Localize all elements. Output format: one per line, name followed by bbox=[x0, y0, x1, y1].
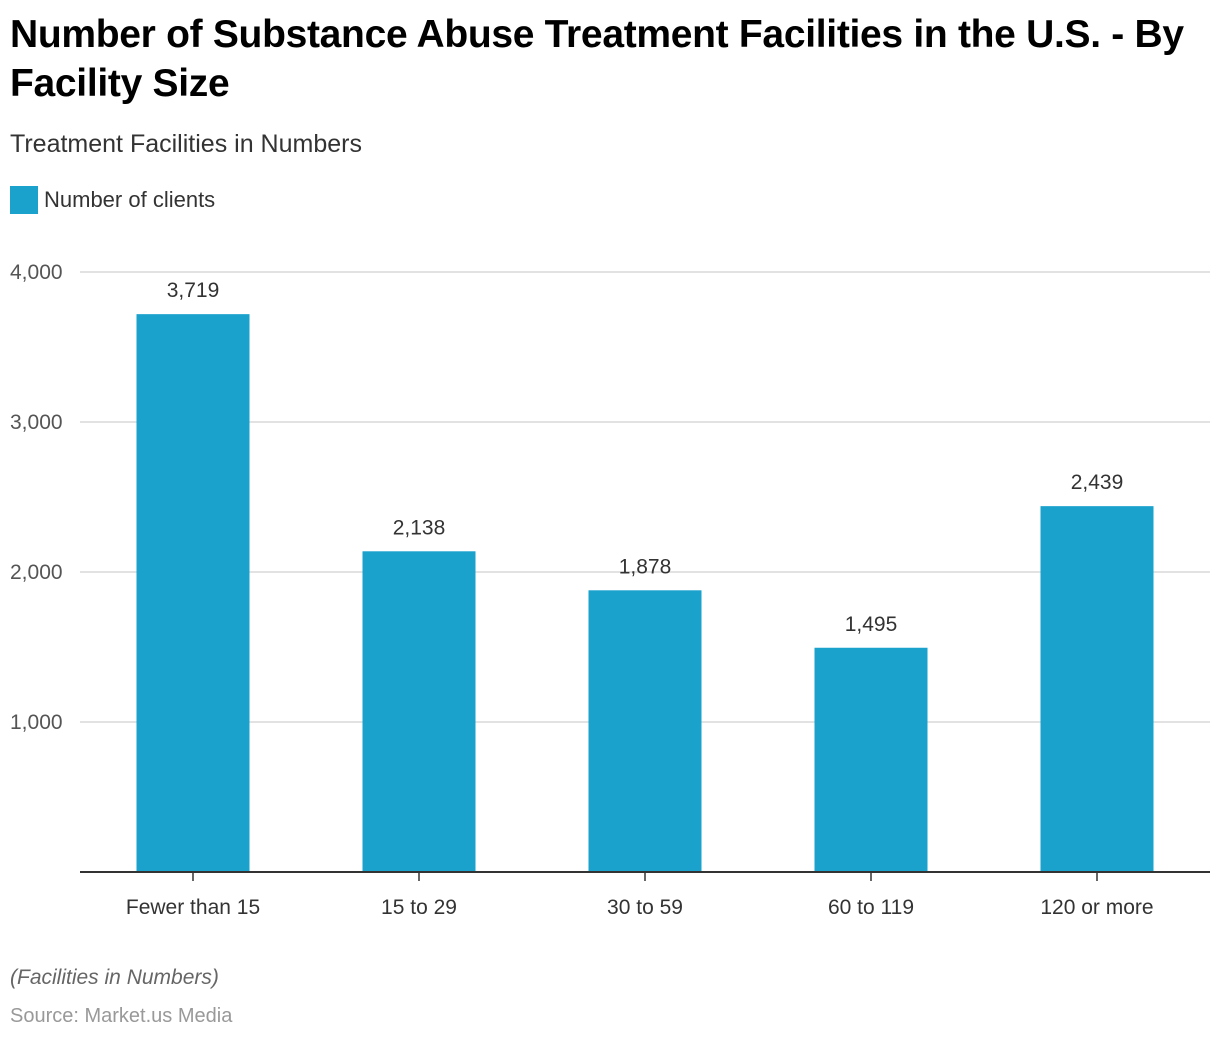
x-tick-label: 120 or more bbox=[1040, 896, 1153, 919]
x-tick-label: 30 to 59 bbox=[607, 896, 683, 919]
chart-subtitle: Treatment Facilities in Numbers bbox=[10, 130, 362, 158]
data-label: 2,138 bbox=[393, 516, 446, 539]
legend: Number of clients bbox=[10, 186, 215, 214]
x-axis: Fewer than 15 15 to 29 30 to 59 60 to 119 12… bbox=[80, 871, 1210, 919]
bar bbox=[362, 551, 476, 872]
legend-label: Number of clients bbox=[44, 187, 216, 212]
x-tick-label: Fewer than 15 bbox=[126, 896, 260, 919]
y-tick-label: 4,000 bbox=[10, 261, 63, 284]
x-tick-label: 60 to 119 bbox=[828, 896, 914, 919]
bar bbox=[814, 647, 928, 872]
data-labels: 3,719 2,138 1,878 1,495 2,439 bbox=[167, 279, 1124, 636]
bar bbox=[1040, 506, 1154, 872]
data-label: 2,439 bbox=[1071, 471, 1124, 494]
data-label: 1,495 bbox=[845, 613, 898, 636]
y-axis-ticks: 1,000 2,000 3,000 4,000 bbox=[10, 261, 63, 734]
data-label: 3,719 bbox=[167, 279, 220, 302]
y-tick-label: 2,000 bbox=[10, 561, 63, 584]
chart-title: Number of Substance Abuse Treatment Faci… bbox=[10, 13, 1184, 105]
source-text: Source: Market.us Media bbox=[10, 1005, 233, 1027]
data-label: 1,878 bbox=[619, 555, 672, 578]
y-tick-label: 1,000 bbox=[10, 711, 63, 734]
bars bbox=[136, 314, 1154, 872]
x-tick-label: 15 to 29 bbox=[381, 896, 457, 919]
bar bbox=[588, 590, 702, 872]
footnote: (Facilities in Numbers) bbox=[10, 966, 219, 989]
legend-swatch bbox=[10, 186, 38, 214]
bar bbox=[136, 314, 250, 872]
y-tick-label: 3,000 bbox=[10, 411, 63, 434]
